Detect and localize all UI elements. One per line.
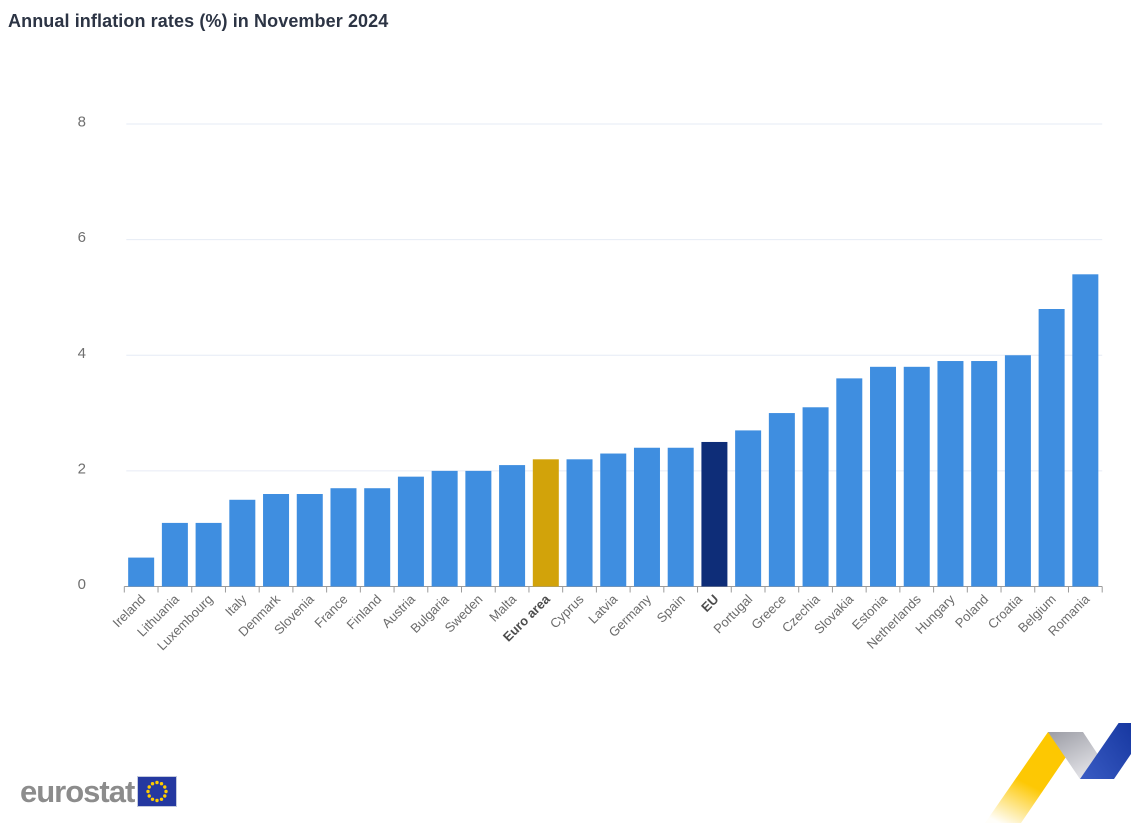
bar-portugal[interactable] bbox=[735, 430, 762, 587]
bar-czechia[interactable] bbox=[802, 407, 829, 587]
flag-star bbox=[147, 785, 152, 789]
bar-estonia[interactable] bbox=[870, 366, 897, 587]
eu-flag-icon bbox=[137, 776, 178, 807]
bar-luxembourg[interactable] bbox=[195, 522, 222, 587]
flag-star bbox=[163, 785, 167, 789]
bar-spain[interactable] bbox=[667, 447, 694, 587]
flag-star bbox=[151, 782, 155, 786]
bar-italy[interactable] bbox=[229, 499, 256, 587]
bar-hungary[interactable] bbox=[937, 361, 964, 587]
flag-star bbox=[147, 794, 152, 798]
x-axis-label-eu: EU bbox=[698, 592, 721, 615]
flag-star bbox=[160, 782, 164, 786]
y-axis-label: 8 bbox=[78, 114, 86, 131]
ribbon-yellow-band bbox=[985, 732, 1083, 823]
bar-belgium[interactable] bbox=[1038, 309, 1065, 587]
flag-star bbox=[155, 798, 160, 803]
y-axis-label: 2 bbox=[78, 460, 86, 477]
bar-croatia[interactable] bbox=[1004, 355, 1031, 587]
bar-slovenia[interactable] bbox=[296, 494, 323, 587]
bar-euro-area[interactable] bbox=[532, 459, 559, 587]
ribbon-blue-band bbox=[1080, 723, 1131, 779]
bar-poland[interactable] bbox=[971, 361, 998, 587]
x-axis-label-cyprus: Cyprus bbox=[547, 591, 587, 631]
x-axis-label-italy: Italy bbox=[222, 591, 250, 619]
bar-latvia[interactable] bbox=[600, 453, 627, 587]
bar-ireland[interactable] bbox=[128, 557, 155, 587]
flag-star bbox=[160, 797, 164, 801]
x-axis-label-spain: Spain bbox=[654, 592, 688, 626]
bar-greece[interactable] bbox=[768, 413, 795, 587]
x-axis-label-france: France bbox=[311, 592, 350, 631]
bar-bulgaria[interactable] bbox=[431, 470, 458, 587]
bar-austria[interactable] bbox=[397, 476, 424, 587]
ribbon-graphic bbox=[985, 723, 1131, 823]
bar-netherlands[interactable] bbox=[903, 366, 930, 587]
eurostat-logo-text: eurostat bbox=[20, 774, 135, 809]
x-axis-label-poland: Poland bbox=[952, 592, 991, 631]
flag-star bbox=[151, 797, 155, 801]
bar-sweden[interactable] bbox=[465, 470, 492, 587]
bar-finland[interactable] bbox=[364, 488, 391, 587]
flag-star bbox=[146, 789, 151, 794]
flag-star bbox=[155, 780, 160, 785]
bar-germany[interactable] bbox=[633, 447, 660, 587]
bar-cyprus[interactable] bbox=[566, 459, 593, 587]
bar-malta[interactable] bbox=[499, 465, 526, 587]
bar-slovakia[interactable] bbox=[836, 378, 863, 587]
bar-lithuania[interactable] bbox=[161, 522, 188, 587]
bar-france[interactable] bbox=[330, 488, 357, 587]
bar-eu[interactable] bbox=[701, 441, 728, 587]
y-axis-label: 6 bbox=[78, 229, 86, 246]
bar-denmark[interactable] bbox=[263, 494, 290, 587]
x-axis-label-sweden: Sweden bbox=[442, 592, 486, 636]
x-axis-label-finland: Finland bbox=[344, 592, 385, 633]
flag-star bbox=[163, 794, 167, 798]
flag-star bbox=[164, 789, 169, 794]
eurostat-logo: eurostat bbox=[20, 774, 178, 809]
y-axis-label: 4 bbox=[78, 345, 86, 362]
bar-romania[interactable] bbox=[1072, 274, 1099, 587]
y-axis-label: 0 bbox=[78, 576, 86, 593]
chart-title: Annual inflation rates (%) in November 2… bbox=[8, 11, 389, 31]
